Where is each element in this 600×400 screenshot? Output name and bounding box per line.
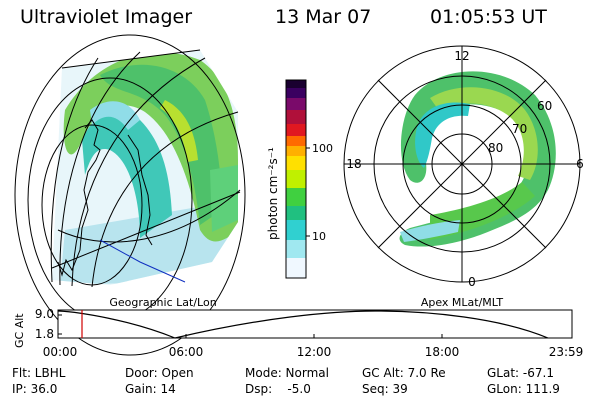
lat-label-70: 70 [512, 122, 527, 136]
timeline-x-tick-2359: 23:59 [549, 345, 584, 359]
mode-label: Mode: Normal [245, 366, 329, 380]
timeline-x-tick-0600: 06:00 [169, 345, 204, 359]
geographic-caption: Geographic Lat/Lon [109, 296, 216, 309]
glat-label: GLat: -67.1 [487, 366, 554, 380]
time-label: 01:05:53 UT [430, 6, 547, 28]
timeline-y-tick-1-8: 1.8 [35, 327, 54, 341]
lat-label-80: 80 [488, 141, 503, 155]
timeline-y-tick-9: 9.0 [35, 307, 54, 321]
lat-label-60: 60 [537, 99, 552, 113]
polar-image [343, 45, 581, 283]
apex-caption: Apex MLat/MLT [421, 296, 504, 309]
glon-label: GLon: 111.9 [487, 382, 560, 396]
mlt-label-0: 0 [468, 275, 476, 289]
title: Ultraviolet Imager [20, 6, 193, 28]
mlt-label-12: 12 [454, 49, 469, 63]
colorbar [285, 79, 310, 279]
mlt-label-6: 6 [576, 157, 584, 171]
colorbar-tick-10: 10 [312, 230, 326, 243]
altitude-timeline [57, 309, 573, 339]
dsp-label: Dsp: -5.0 [245, 382, 311, 396]
mlt-label-18: 18 [346, 157, 361, 171]
timeline-x-tick-1800: 18:00 [425, 345, 460, 359]
gain-label: Gain: 14 [125, 382, 176, 396]
date-label: 13 Mar 07 [275, 6, 372, 28]
timeline-y-label: GC Alt [13, 313, 26, 348]
seq-label: Seq: 39 [362, 382, 408, 396]
timeline-x-tick-1200: 12:00 [297, 345, 332, 359]
timeline-x-tick-0000: 00:00 [43, 345, 78, 359]
colorbar-tick-100: 100 [312, 142, 333, 155]
door-label: Door: Open [125, 366, 194, 380]
gc-alt-label: GC Alt: 7.0 Re [362, 366, 446, 380]
ip-label: IP: 36.0 [12, 382, 58, 396]
colorbar-label: photon cm⁻²s⁻¹ [266, 147, 280, 240]
filter-label: Flt: LBHL [12, 366, 66, 380]
